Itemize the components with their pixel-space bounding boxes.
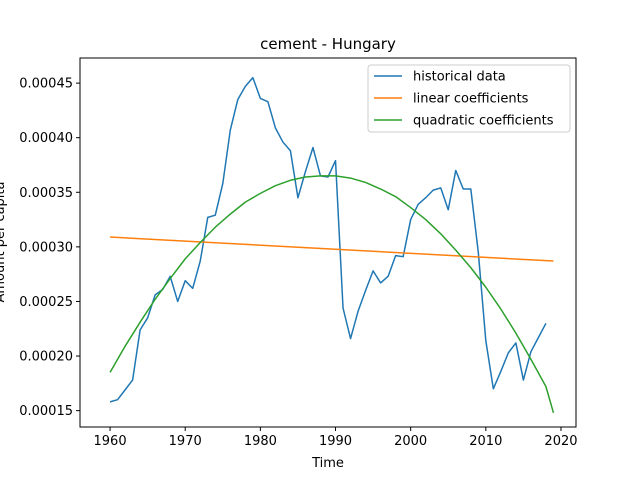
- x-tick-label: 2020: [544, 434, 577, 449]
- y-tick-label: 0.00035: [19, 186, 73, 201]
- x-axis-label: Time: [311, 456, 344, 471]
- series-line-quadratic-coefficients: [109, 175, 555, 414]
- x-tick-label: 1970: [169, 434, 202, 449]
- series-line-linear-coefficients: [110, 236, 554, 262]
- x-tick-label: 1980: [244, 434, 277, 449]
- legend-box: [367, 64, 571, 133]
- series-line-historical-data: [109, 76, 547, 403]
- y-tick-label: 0.00020: [19, 350, 73, 365]
- y-tick-label: 0.00030: [19, 240, 73, 255]
- x-tick-label: 2000: [394, 434, 427, 449]
- y-axis: 0.00015 0.00020 0.00025 0.00030 0.00035 0.000…: [19, 77, 80, 419]
- legend-label: linear coefficients: [413, 92, 529, 107]
- legend-label: quadratic coefficients: [413, 114, 554, 129]
- y-tick-label: 0.00025: [19, 295, 73, 310]
- x-tick-label: 1960: [94, 434, 127, 449]
- x-tick-label: 2010: [469, 434, 502, 449]
- legend-label: historical data: [413, 70, 506, 85]
- y-axis-label: Amount per capita: [0, 182, 8, 303]
- chart-title: cement - Hungary: [260, 35, 396, 53]
- legend: historical data linear coefficients quadra…: [367, 64, 571, 133]
- y-tick-label: 0.00015: [19, 404, 73, 419]
- y-tick-label: 0.00040: [19, 131, 73, 146]
- x-axis: 1960 1970 1980 1990 2000 2010 2020: [94, 427, 578, 449]
- y-tick-label: 0.00045: [19, 77, 73, 92]
- x-tick-label: 1990: [319, 434, 352, 449]
- plot-frame: [79, 57, 577, 428]
- plot-lines: [109, 76, 555, 414]
